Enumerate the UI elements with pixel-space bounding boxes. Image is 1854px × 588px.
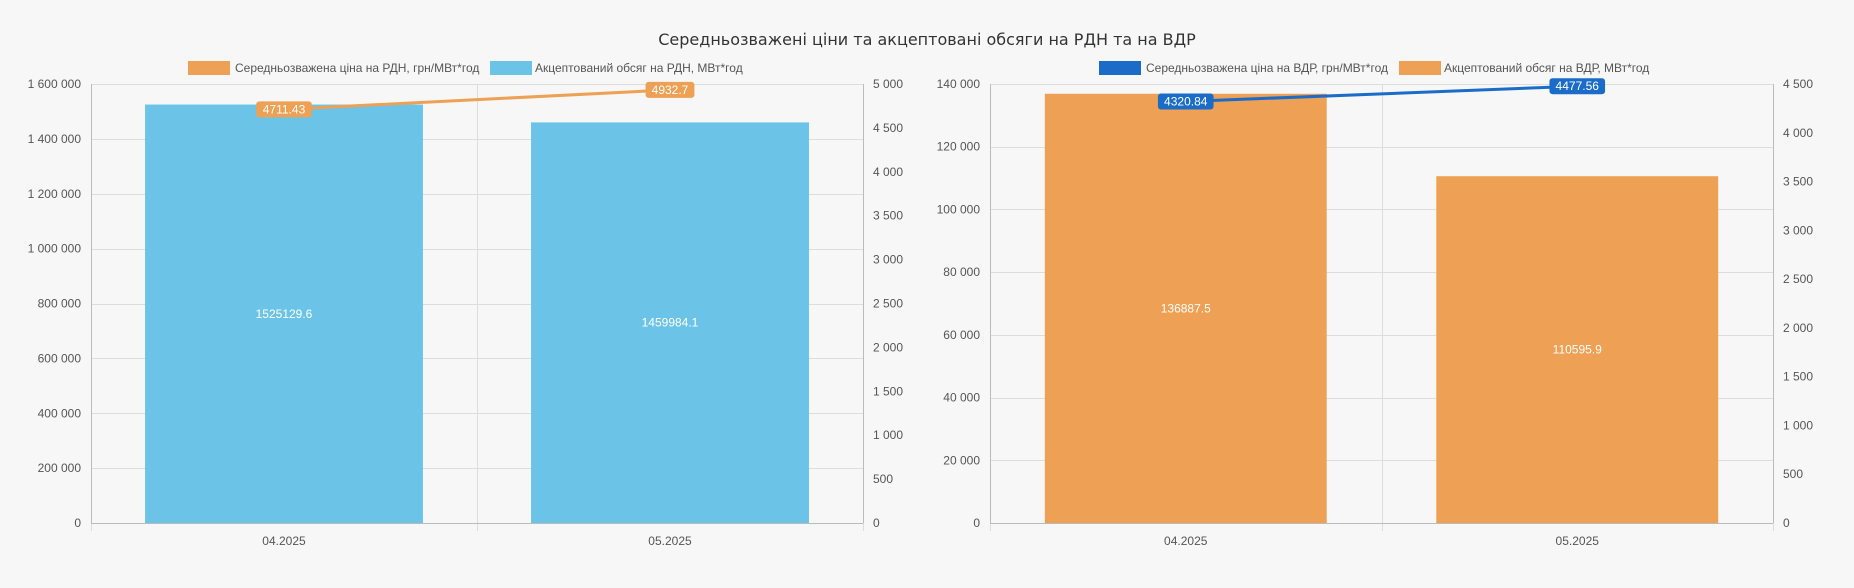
y-right-tick-label: 2 000 [1783, 321, 1813, 335]
legend-swatch [490, 61, 532, 75]
y-right-tick-label: 3 500 [873, 209, 903, 223]
y-left-tick-label: 20 000 [943, 453, 980, 467]
y-left-tick-label: 0 [74, 516, 81, 530]
point-value-label: 4711.43 [263, 102, 306, 116]
y-right-tick-label: 3 000 [1783, 223, 1813, 237]
y-left-tick-label: 120 000 [937, 140, 981, 154]
bar-value-label: 1459984.1 [642, 316, 699, 330]
y-left-tick-label: 100 000 [937, 202, 981, 216]
legend-label: Акцептований обсяг на РДН, МВт*год [535, 61, 743, 75]
y-right-tick-label: 4 500 [873, 121, 903, 135]
y-right-tick-label: 1 000 [873, 428, 903, 442]
series-line [283, 88, 671, 111]
y-right-tick-label: 3 500 [1783, 175, 1813, 189]
bar-value-label: 110595.9 [1553, 343, 1602, 357]
y-right-tick-label: 4 500 [1783, 77, 1813, 91]
y-right-tick-label: 0 [1783, 516, 1790, 530]
y-left-tick-label: 200 000 [38, 461, 82, 475]
x-tick-label: 04.2025 [262, 534, 306, 548]
y-left-tick-label: 1 000 000 [28, 242, 82, 256]
bar [1436, 176, 1719, 523]
y-left-tick-label: 1 200 000 [28, 187, 82, 201]
y-right-tick-label: 2 500 [873, 297, 903, 311]
x-tick-label: 05.2025 [1556, 534, 1600, 548]
point-label-box [1549, 78, 1606, 95]
y-left-tick-label: 60 000 [943, 328, 980, 342]
legend-swatch [188, 61, 230, 75]
point-value-label: 4477.56 [1556, 79, 1600, 93]
y-left-tick-label: 0 [973, 516, 980, 530]
bar [1044, 93, 1327, 523]
y-left-tick-label: 140 000 [937, 77, 981, 91]
legend-swatch [1099, 61, 1141, 75]
y-left-tick-label: 80 000 [943, 265, 980, 279]
x-tick-label: 05.2025 [648, 534, 692, 548]
legend-swatch [1399, 61, 1441, 75]
y-right-tick-label: 2 000 [873, 340, 903, 354]
y-right-tick-label: 1 500 [873, 384, 903, 398]
y-right-tick-label: 4 000 [1783, 126, 1813, 140]
y-right-tick-label: 500 [873, 472, 893, 486]
y-right-tick-label: 4 000 [873, 165, 903, 179]
y-right-tick-label: 500 [1783, 467, 1803, 481]
y-left-tick-label: 1 600 000 [28, 77, 82, 91]
y-right-tick-label: 3 000 [873, 253, 903, 267]
y-right-tick-label: 2 500 [1783, 272, 1813, 286]
point-label-box [645, 81, 695, 98]
y-right-tick-label: 5 000 [873, 77, 903, 91]
point-value-label: 4320.84 [1164, 94, 1208, 108]
bar-value-label: 136887.5 [1161, 301, 1211, 315]
legend-label: Середньозважена ціна на РДН, грн/МВт*год [235, 61, 479, 75]
y-right-tick-label: 1 500 [1783, 370, 1813, 384]
chart-1: 0 200 000 400 000 600 000 800 000 1 000 000 1 … [28, 61, 903, 548]
point-label-box [1157, 93, 1214, 110]
y-left-tick-label: 800 000 [38, 297, 82, 311]
y-left-tick-label: 40 000 [943, 391, 980, 405]
page-title: Середньозважені ціни та акцептовані обся… [658, 30, 1196, 49]
legend-label: Середньозважена ціна на ВДР, грн/МВт*год [1146, 61, 1388, 75]
y-left-tick-label: 600 000 [38, 351, 82, 365]
bar-value-label: 1525129.6 [256, 307, 313, 321]
point-label-box [256, 101, 312, 118]
y-left-tick-label: 1 400 000 [28, 132, 82, 146]
y-left-tick-label: 400 000 [38, 406, 82, 420]
y-right-tick-label: 0 [873, 516, 880, 530]
point-value-label: 4932.7 [652, 83, 689, 97]
bar [145, 104, 423, 523]
legend-label: Акцептований обсяг на ВДР, МВт*год [1444, 61, 1649, 75]
y-right-tick-label: 1 000 [1783, 418, 1813, 432]
bar [531, 122, 809, 523]
x-tick-label: 04.2025 [1164, 534, 1208, 548]
series-line [1185, 84, 1578, 103]
chart-2: 0 20 000 40 000 60 000 80 000 100 000 120 000 1… [937, 61, 1813, 548]
